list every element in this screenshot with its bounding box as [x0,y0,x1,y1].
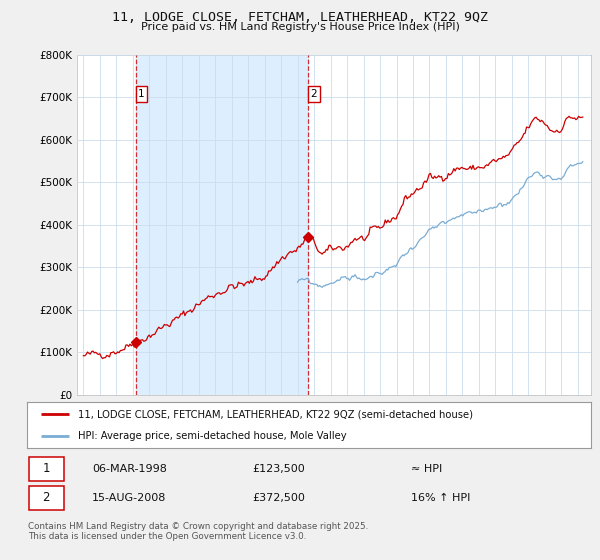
Text: 2: 2 [43,492,50,505]
Text: HPI: Average price, semi-detached house, Mole Valley: HPI: Average price, semi-detached house,… [78,431,346,441]
Text: £372,500: £372,500 [253,493,305,503]
Text: ≈ HPI: ≈ HPI [410,464,442,474]
Bar [136,55,308,395]
Text: 2: 2 [310,89,317,99]
Text: 11, LODGE CLOSE, FETCHAM, LEATHERHEAD, KT22 9QZ: 11, LODGE CLOSE, FETCHAM, LEATHERHEAD, K… [112,11,488,24]
Text: 11, LODGE CLOSE, FETCHAM, LEATHERHEAD, KT22 9QZ (semi-detached house): 11, LODGE CLOSE, FETCHAM, LEATHERHEAD, K… [78,409,473,419]
Text: 1: 1 [43,463,50,475]
Text: Price paid vs. HM Land Registry's House Price Index (HPI): Price paid vs. HM Land Registry's House … [140,22,460,32]
Text: 06-MAR-1998: 06-MAR-1998 [92,464,167,474]
Text: £123,500: £123,500 [253,464,305,474]
Text: 16% ↑ HPI: 16% ↑ HPI [410,493,470,503]
Text: 15-AUG-2008: 15-AUG-2008 [92,493,166,503]
Text: Contains HM Land Registry data © Crown copyright and database right 2025.
This d: Contains HM Land Registry data © Crown c… [28,522,368,542]
Text: 1: 1 [138,89,145,99]
FancyBboxPatch shape [29,457,64,481]
FancyBboxPatch shape [29,486,64,510]
